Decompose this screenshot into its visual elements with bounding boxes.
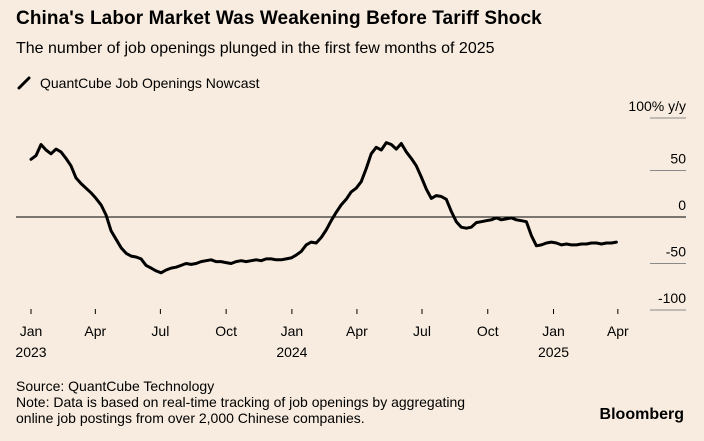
x-tick-label-apr-5: Apr xyxy=(346,323,368,339)
x-tick-label-apr-1: Apr xyxy=(84,323,106,339)
series-line-job-openings xyxy=(29,141,618,275)
bloomberg-logo: Bloomberg xyxy=(599,406,684,423)
y-axis-title: 100% y/y xyxy=(628,98,686,114)
x-tick-label-oct-7: Oct xyxy=(477,323,499,339)
line-chart: Jan 2023 Apr Jul Oct Jan 2024 Apr Jul Oct Jan 2025 A… xyxy=(15,98,686,360)
legend-label: QuantCube Job Openings Nowcast xyxy=(40,75,260,91)
y-tick-label-0: 0 xyxy=(678,197,686,213)
chart-title: China's Labor Market Was Weakening Befor… xyxy=(16,8,542,29)
source-text: Source: QuantCube Technology xyxy=(16,378,215,394)
x-tick-label-jul-6: Jul xyxy=(413,323,431,339)
note-text-line-1: Note: Data is based on real-time trackin… xyxy=(16,394,466,410)
x-year-label-2024: 2024 xyxy=(276,344,307,360)
x-tick-label-jan-8: Jan xyxy=(542,323,565,339)
footer: Source: QuantCube Technology Note: Data … xyxy=(16,378,465,426)
x-tick-label-jan-4: Jan xyxy=(281,323,304,339)
x-tick-label-apr-9: Apr xyxy=(607,323,629,339)
legend: QuantCube Job Openings Nowcast xyxy=(16,75,259,91)
x-tick-label-oct-3: Oct xyxy=(215,323,237,339)
x-tick-label-jul-2: Jul xyxy=(151,323,169,339)
y-tick-label--100: -100 xyxy=(658,290,686,306)
legend-line-icon xyxy=(17,76,31,90)
y-tick-label-50: 50 xyxy=(670,151,686,167)
x-year-label-2025: 2025 xyxy=(538,344,569,360)
x-year-label-2023: 2023 xyxy=(15,344,46,360)
chart-subtitle: The number of job openings plunged in th… xyxy=(16,40,495,57)
x-tick-label-jan-0: Jan xyxy=(20,323,43,339)
y-tick-label--50: -50 xyxy=(666,244,686,260)
note-text-line-2: online job postings from over 2,000 Chin… xyxy=(16,410,365,426)
